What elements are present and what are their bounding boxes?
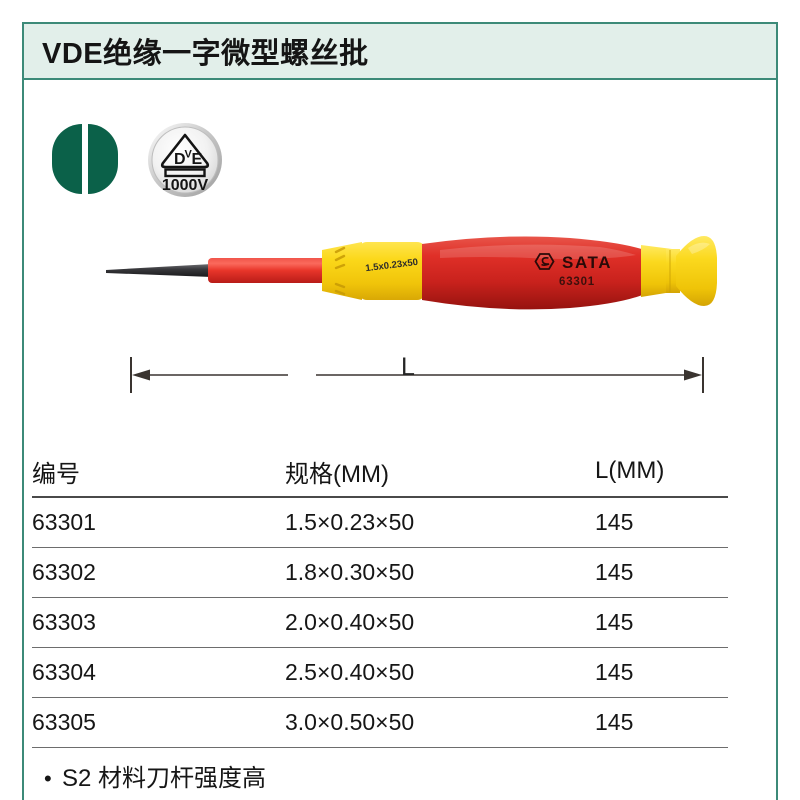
table-row: 63304 2.5×0.40×50 145	[32, 647, 728, 698]
cell-code: 63303	[32, 597, 285, 648]
svg-text:1000V: 1000V	[162, 177, 209, 194]
column-header-length: L(MM)	[595, 450, 728, 498]
cell-length: 145	[595, 497, 728, 548]
cell-length: 145	[595, 597, 728, 648]
cell-spec: 3.0×0.50×50	[285, 697, 595, 748]
model-number-text: 63301	[559, 276, 595, 288]
cell-spec: 2.5×0.40×50	[285, 647, 595, 698]
split-circle-right-half	[88, 124, 118, 194]
split-circle-left-half	[52, 124, 82, 194]
cell-length: 145	[595, 697, 728, 748]
specification-table: 编号 规格(MM) L(MM) 63301 1.5×0.23×50 145 63…	[32, 450, 728, 748]
column-header-code: 编号	[32, 450, 285, 498]
svg-text:D: D	[174, 151, 186, 168]
feature-bullet-item: • S2 材料刀杆强度高	[44, 758, 266, 793]
page-title: VDE绝缘一字微型螺丝批	[42, 38, 369, 70]
cell-length: 145	[595, 547, 728, 598]
cell-spec: 2.0×0.40×50	[285, 597, 595, 648]
table-row: 63305 3.0×0.50×50 145	[32, 697, 728, 748]
cell-spec: 1.5×0.23×50	[285, 497, 595, 548]
cell-code: 63301	[32, 497, 285, 548]
vde-1000v-badge-icon: D V E 1000V	[147, 122, 223, 198]
svg-text:V: V	[185, 149, 193, 161]
dimension-line-L: L	[120, 352, 720, 398]
table-row: 63303 2.0×0.40×50 145	[32, 597, 728, 648]
product-image-screwdriver: 1.5x0.23x50 SATA 63301	[100, 228, 720, 338]
brand-name-text: SATA	[562, 253, 612, 272]
split-circle-icon	[52, 124, 118, 194]
table-header-row: 编号 规格(MM) L(MM)	[32, 450, 728, 498]
cell-length: 145	[595, 647, 728, 698]
column-header-spec: 规格(MM)	[285, 450, 595, 498]
feature-text: S2 材料刀杆强度高	[62, 765, 267, 792]
cell-code: 63302	[32, 547, 285, 598]
cell-code: 63304	[32, 647, 285, 698]
table-row: 63301 1.5×0.23×50 145	[32, 497, 728, 548]
sata-logo-icon	[534, 253, 555, 270]
cell-code: 63305	[32, 697, 285, 748]
dimension-label: L	[401, 353, 415, 381]
table-row: 63302 1.8×0.30×50 145	[32, 547, 728, 598]
bullet-marker: •	[44, 766, 52, 791]
cell-spec: 1.8×0.30×50	[285, 547, 595, 598]
title-bar: VDE绝缘一字微型螺丝批	[22, 22, 778, 80]
svg-text:E: E	[192, 151, 203, 168]
